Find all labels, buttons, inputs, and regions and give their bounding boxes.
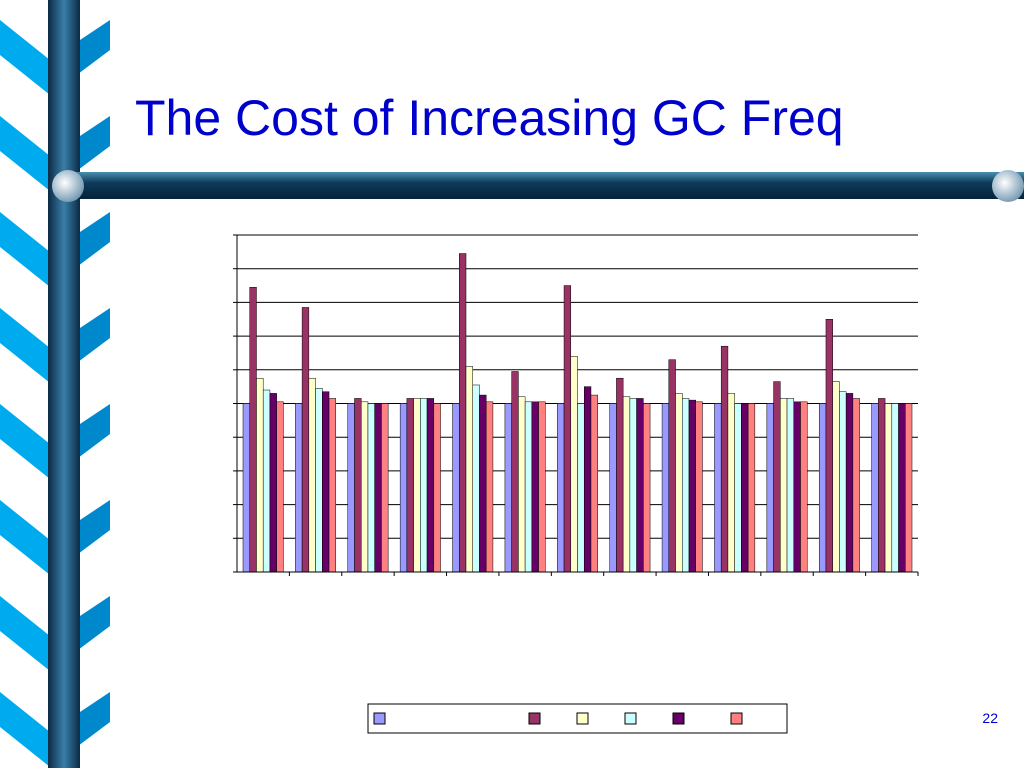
bar [905,403,913,573]
bar [583,386,592,573]
bar [852,398,860,573]
bar [295,403,303,573]
bar [381,403,389,573]
bar [780,398,788,573]
bar [871,403,879,573]
bar [629,398,637,573]
bar [616,377,624,573]
bar [818,403,827,573]
bar [773,381,781,573]
bar [465,366,473,573]
bar [367,403,375,573]
bar [891,403,899,573]
bar [301,307,310,573]
bar [734,403,742,573]
bar [511,371,519,573]
bar [688,399,696,573]
bar [668,359,676,573]
bar [406,398,414,573]
bar [459,253,467,573]
bar [741,403,749,573]
bar [276,401,284,573]
bar [347,403,355,573]
bar [898,403,906,573]
bar [479,394,487,573]
page-number: 22 [982,710,998,726]
legend-swatch [373,712,386,725]
bar [426,398,435,573]
legend-swatch [624,712,637,725]
bar [793,401,801,573]
bar [354,398,362,573]
bar [661,403,670,573]
bar [682,398,690,573]
bar [315,388,323,573]
bar [845,393,854,573]
bar [420,398,428,573]
bar [839,391,847,573]
bar [609,403,617,573]
bar [563,285,572,573]
bar [720,345,729,573]
bar [884,403,893,573]
legend-swatch [528,712,541,725]
bar [504,403,512,573]
bar [766,403,774,573]
bar [518,396,526,573]
bar [452,403,460,573]
slide-title: The Cost of Increasing GC Freq [135,90,844,146]
bar [714,403,722,573]
bar [269,393,277,573]
bar [360,401,369,573]
bar [413,398,421,573]
bar [590,394,598,573]
bar [262,389,271,573]
bar [570,356,578,573]
bar [538,401,546,573]
bar [643,403,651,573]
bar [524,401,533,573]
bar [472,384,480,573]
bar [727,393,735,573]
bar [328,398,337,573]
bar [374,403,382,573]
legend-swatch [672,712,685,725]
bar [786,398,795,573]
bar [256,377,264,573]
bar [825,319,833,573]
bar [308,377,316,573]
bar [577,403,585,573]
bar [531,401,539,573]
bar [249,286,257,573]
legend-swatch [730,712,743,725]
bar [878,398,886,573]
bar [242,403,250,573]
bar [747,403,756,573]
bar [695,401,703,573]
bar [433,403,441,573]
bar [557,403,565,573]
bar [622,396,631,573]
bar [800,401,808,573]
legend-swatch [576,712,589,725]
bar [399,403,408,573]
bar [485,401,494,573]
bar [832,381,840,573]
bar [675,393,683,573]
bar [636,398,644,573]
bar [322,391,330,573]
